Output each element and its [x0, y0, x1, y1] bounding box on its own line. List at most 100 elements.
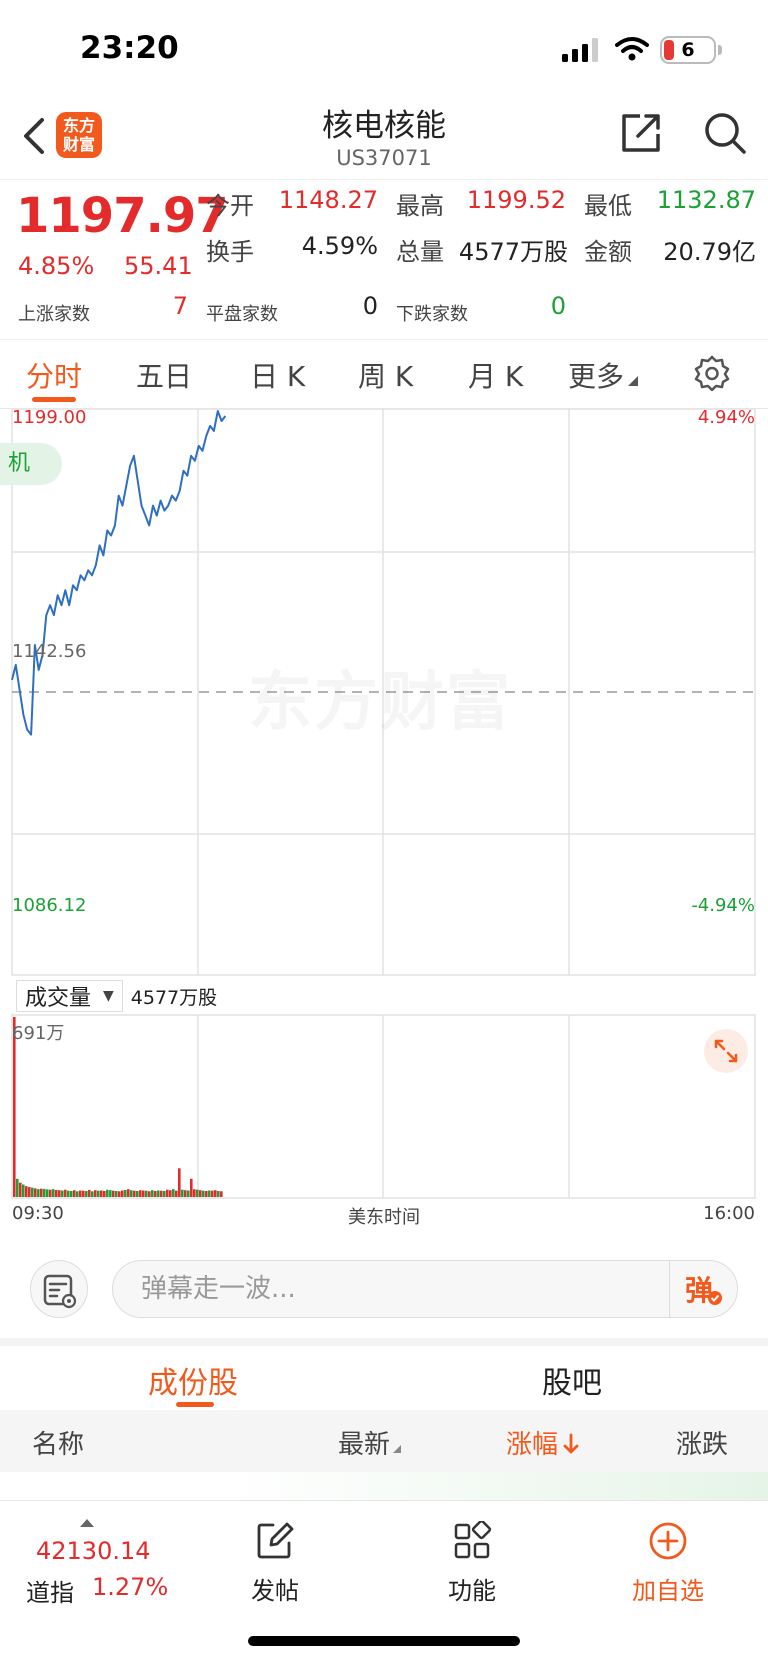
volume-bar [100, 1190, 103, 1197]
battery-icon: 6 [660, 36, 716, 64]
quote-summary: 1197.97 4.85% 55.41 今开 1148.27 最高 1199.5… [0, 182, 768, 340]
volume-bar [205, 1191, 208, 1197]
volume-bar [199, 1190, 202, 1197]
gear-icon[interactable] [694, 355, 730, 391]
notes-button[interactable] [30, 1260, 88, 1318]
volume-bar [79, 1190, 82, 1197]
search-icon[interactable] [702, 110, 748, 156]
tab-daily-k[interactable]: 日 K [250, 360, 306, 393]
expand-chart-button[interactable] [704, 1029, 748, 1073]
chart-period-tabs: 分时 五日 日 K 周 K 月 K 更多 [0, 341, 768, 409]
volume-bar [148, 1191, 151, 1197]
danmu-input[interactable] [141, 1261, 661, 1317]
plus-circle-icon [649, 1522, 687, 1560]
volume-bar [103, 1191, 106, 1197]
volume-header: 成交量 ▼ 4577万股 [16, 980, 217, 1012]
x-axis-center-label: 美东时间 [348, 1207, 420, 1228]
volume-bar [64, 1189, 67, 1197]
index-name: 道指 [26, 1579, 74, 1607]
volume-label: 总量 [396, 238, 444, 266]
back-chevron-icon[interactable] [18, 114, 52, 158]
column-change-pct-label: 涨幅 [506, 1430, 559, 1460]
battery-tip [718, 45, 722, 55]
column-latest[interactable]: 最新 [338, 1424, 402, 1461]
sort-desc-arrow-icon [563, 1433, 579, 1454]
volume-max-label: 691万 [12, 1023, 65, 1044]
functions-button[interactable]: 功能 [412, 1519, 532, 1606]
volume-bar [136, 1191, 139, 1197]
app-logo: 东方 财富 [56, 112, 102, 158]
volume-bar [181, 1189, 184, 1197]
open-value: 1148.27 [278, 186, 378, 214]
y-axis-top-label: 1199.00 [12, 407, 87, 428]
volume-bar [202, 1190, 205, 1197]
active-subtab-indicator [176, 1402, 214, 1407]
volume-bar [22, 1184, 25, 1197]
post-button[interactable]: 发帖 [215, 1521, 335, 1606]
tab-weekly-k[interactable]: 周 K [358, 360, 414, 393]
share-icon[interactable] [618, 110, 664, 156]
y-axis-bottom-label: 1086.12 [12, 895, 87, 916]
volume-bar [115, 1191, 118, 1197]
danmu-toggle-label: 弹 [685, 1274, 714, 1307]
volume-bar [217, 1191, 220, 1197]
home-indicator [248, 1636, 520, 1646]
up-count-value: 7 [172, 292, 188, 320]
volume-bar [34, 1188, 37, 1197]
volume-bar [37, 1189, 40, 1197]
signal-pill[interactable]: 机 [0, 443, 62, 485]
column-change[interactable]: 涨跌 [676, 1430, 729, 1460]
amount-value: 20.79亿 [663, 238, 756, 266]
volume-bar [55, 1190, 58, 1197]
volume-bar [193, 1189, 196, 1197]
sort-corner-icon [393, 1445, 402, 1453]
flat-count-label: 平盘家数 [206, 304, 278, 325]
volume-bar [28, 1187, 31, 1197]
tab-monthly-k[interactable]: 月 K [468, 360, 524, 393]
up-count-label: 上涨家数 [18, 304, 90, 325]
volume-bar [112, 1190, 115, 1197]
status-time: 23:20 [80, 30, 179, 66]
volume-bar [91, 1191, 94, 1197]
danmu-bar: 弹 [0, 1240, 768, 1338]
tab-five-day[interactable]: 五日 [136, 360, 193, 393]
add-watchlist-button[interactable]: 加自选 [608, 1521, 728, 1606]
volume-bar [16, 1178, 19, 1197]
index-value[interactable]: 42130.14 [36, 1537, 151, 1565]
change-percent: 4.85% [18, 252, 95, 280]
volume-bar [169, 1190, 172, 1197]
volume-bar [133, 1190, 136, 1197]
volume-indicator-select[interactable]: 成交量 ▼ [16, 980, 123, 1012]
table-row[interactable] [0, 1472, 768, 1500]
volume-bar [52, 1189, 55, 1197]
tab-forum[interactable]: 股吧 [542, 1366, 602, 1401]
tab-more-label: 更多 [568, 360, 625, 393]
column-change-pct[interactable]: 涨幅 [506, 1424, 580, 1461]
volume-bar [187, 1190, 190, 1197]
index-expand-caret-icon[interactable] [80, 1519, 94, 1527]
volume-bar [13, 1017, 16, 1197]
tab-constituents[interactable]: 成份股 [148, 1366, 238, 1401]
tab-more[interactable]: 更多 [568, 355, 639, 395]
volume-bar [211, 1190, 214, 1197]
volume-bars [13, 1017, 223, 1197]
volume-bar [106, 1189, 109, 1197]
section-gap [0, 1338, 768, 1346]
down-count-label: 下跌家数 [396, 304, 468, 325]
last-price: 1197.97 [16, 188, 229, 244]
tab-intraday[interactable]: 分时 [26, 360, 83, 393]
turnover-label: 换手 [206, 238, 254, 266]
volume-bar [25, 1186, 28, 1197]
danmu-toggle-button[interactable]: 弹 [685, 1269, 723, 1309]
volume-bar [163, 1191, 166, 1197]
column-name[interactable]: 名称 [32, 1430, 85, 1460]
low-value: 1132.87 [656, 186, 756, 214]
volume-bar [43, 1188, 46, 1197]
volume-bar [97, 1190, 100, 1197]
turnover-value: 4.59% [301, 232, 378, 260]
post-label: 发帖 [251, 1577, 299, 1605]
volume-bar [67, 1190, 70, 1197]
volume-bar [214, 1190, 217, 1197]
expand-icon [714, 1039, 738, 1063]
